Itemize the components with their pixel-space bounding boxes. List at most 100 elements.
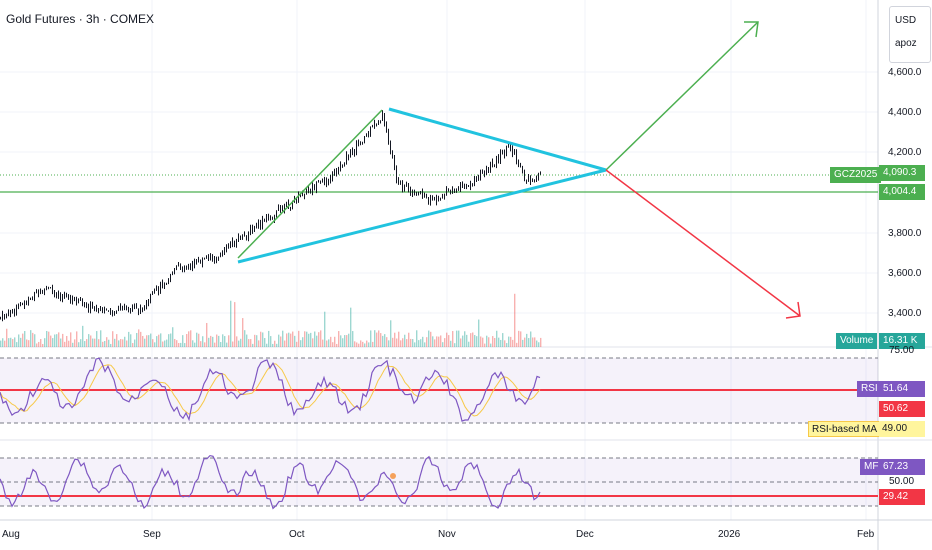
volume-bar [444,338,446,347]
volume-bar [252,343,254,347]
volume-bar [200,341,202,347]
volume-bar [320,330,322,347]
volume-bar [194,342,196,347]
rsi-upper-value: 75.00 [889,345,915,356]
volume-bar [314,331,316,347]
volume-bar [330,336,332,347]
price-tick-4600: 4,600.0 [888,67,922,78]
volume-bar [248,339,250,347]
volume-bar [376,332,378,347]
volume-bar [300,340,302,347]
volume-bar [336,343,338,347]
volume-bar [58,332,60,347]
volume-bar [408,332,410,347]
volume-bar [384,334,386,347]
down-projection-arrow[interactable] [605,169,801,317]
volume-bar [280,336,282,347]
volume-bar [464,331,466,347]
volume-bar [396,338,398,347]
volume-bar [62,333,64,347]
volume-bar [112,331,114,347]
volume-bar [170,333,172,347]
volume-bar [134,339,136,347]
volume-label-badge[interactable]: Volume [836,333,878,349]
volume-bar [534,337,536,347]
volume-bar [166,339,168,347]
chart-title[interactable]: Gold Futures · 3h · COMEX [6,12,155,26]
volume-bar [126,340,128,347]
volume-bar [224,336,226,347]
volume-bar [372,341,374,347]
ascending-trendline[interactable] [237,109,383,259]
volume-bar [50,335,52,347]
volume-bar [128,331,130,347]
rsi-ma-label-badge[interactable]: RSI-based MA [808,421,882,437]
rsi-label-badge[interactable]: RSI [857,381,882,397]
volume-bar [368,342,370,347]
volume-bar [270,336,272,347]
volume-bar [148,335,150,347]
volume-bar [240,338,242,347]
price-tick-3600: 3,600.0 [888,268,922,279]
time-label-sep: Sep [143,529,161,540]
up-arrow-head [744,21,759,38]
volume-bar [498,337,500,347]
volume-bar [434,339,436,347]
volume-bar [530,331,532,347]
volume-bar [310,332,312,347]
volume-bar [338,331,340,347]
volume-bar [196,332,198,347]
price-candles [0,110,541,322]
volume-bar [242,318,244,347]
rsi-red-value-badge: 50.62 [879,401,925,417]
volume-bar [74,339,76,347]
volume-bar [460,338,462,347]
volume-bar [494,338,496,347]
volume-bar [96,331,98,347]
triangle-upper-line[interactable] [388,107,607,172]
volume-bar [114,338,116,347]
currency-unit-box[interactable]: USD apoz [889,6,931,63]
volume-bar [392,337,394,347]
volume-bar [518,330,520,347]
volume-bar [490,343,492,347]
volume-bar [140,331,142,347]
volume-bar [356,342,358,347]
volume-bar [228,335,230,347]
time-label-feb: Feb [857,529,875,540]
volume-bar [292,331,294,347]
volume-bar [4,340,6,347]
volume-bar [206,322,208,347]
volume-bar [304,331,306,347]
symbol-badge[interactable]: GCZ2025 [830,167,882,183]
volume-bar [70,332,72,347]
volume-bar [406,339,408,347]
up-projection-arrow[interactable] [605,21,759,171]
volume-bar [226,342,228,347]
volume-bar [20,337,22,347]
volume-bar [512,339,514,347]
volume-bar [520,331,522,347]
volume-bar [18,334,20,347]
volume-bars [0,293,542,347]
mf-label-badge[interactable]: MF [860,459,883,475]
time-label-nov: Nov [438,529,456,540]
volume-bar [328,339,330,347]
time-label-oct: Oct [289,529,305,540]
volume-bar [288,332,290,347]
rsi-line [0,357,541,422]
volume-bar [502,333,504,347]
mf-marker [390,473,396,479]
volume-bar [468,341,470,347]
volume-bar [440,335,442,347]
volume-bar [172,327,174,347]
volume-bar [132,343,134,347]
volume-bar [318,332,320,347]
triangle-lower-line[interactable] [237,168,607,264]
volume-bar [214,342,216,347]
volume-bar [150,333,152,347]
line-price-badge: 4,004.4 [879,184,925,200]
volume-bar [540,337,542,347]
volume-bar [108,339,110,347]
